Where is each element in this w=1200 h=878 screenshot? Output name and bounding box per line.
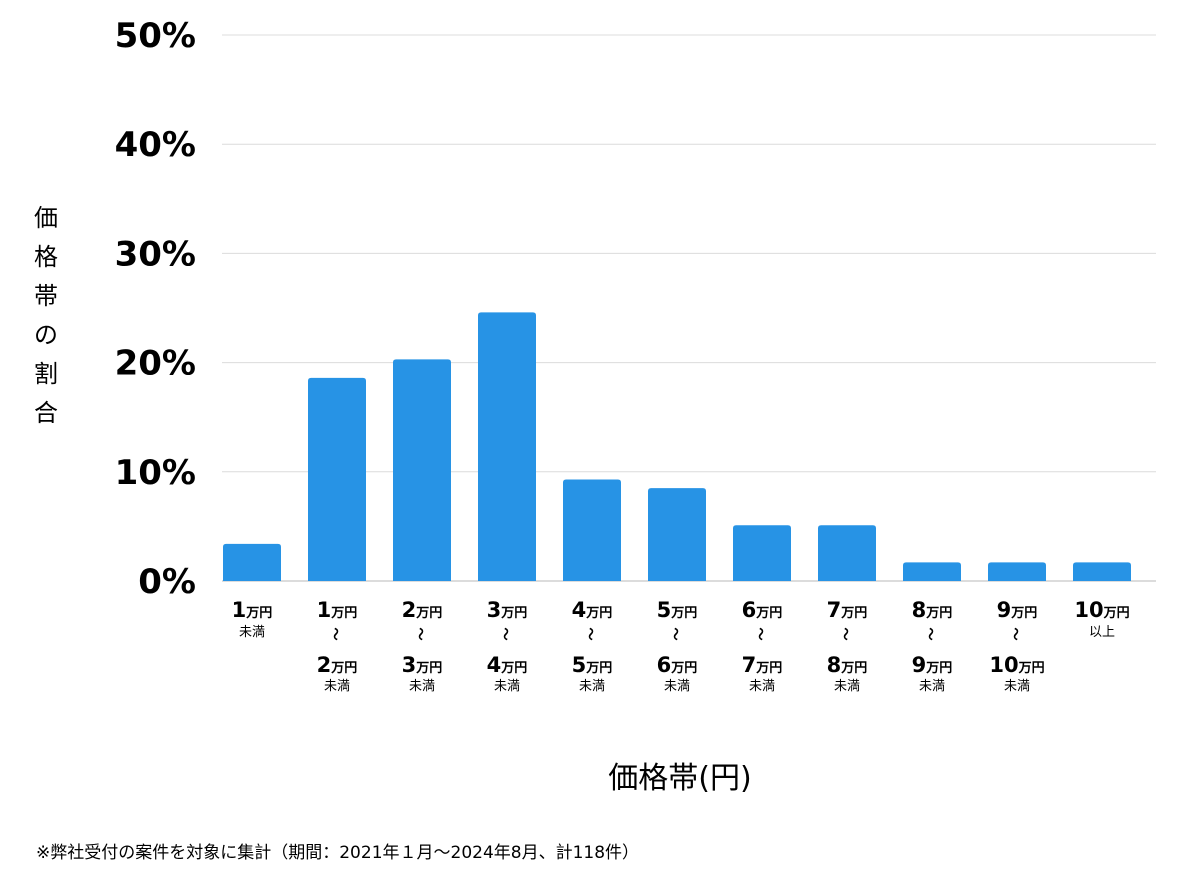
category-from: 4万円 (572, 598, 613, 622)
category-from: 2万円 (402, 598, 443, 622)
category-suffix: 未満 (409, 679, 435, 694)
category-to: 7万円 (742, 653, 783, 677)
bar (903, 562, 961, 581)
range-mark: 〜 (412, 627, 427, 640)
y-axis-label-char: の (34, 321, 58, 349)
category-from: 9万円 (997, 598, 1038, 622)
category-from: 10万円 (1074, 598, 1129, 622)
bar (733, 525, 791, 581)
y-tick-label: 10% (115, 453, 196, 493)
category-from: 8万円 (912, 598, 953, 622)
footnote: ※弊社受付の案件を対象に集計（期間：2021年１月〜2024年8月、計118件） (36, 843, 640, 863)
bar (223, 543, 281, 581)
category-to: 8万円 (827, 653, 868, 677)
category-to: 2万円 (317, 653, 358, 677)
range-mark: 〜 (667, 627, 682, 640)
y-tick-label: 0% (138, 562, 196, 602)
category-suffix: 未満 (239, 625, 265, 640)
y-tick-label: 40% (115, 125, 196, 165)
category-suffix: 未満 (494, 679, 520, 694)
bars (223, 312, 1131, 581)
bar (563, 479, 621, 581)
y-tick-label: 20% (115, 344, 196, 384)
category-from: 5万円 (657, 598, 698, 622)
bar (648, 488, 706, 581)
category-from: 1万円 (232, 598, 273, 622)
category-suffix: 以上 (1089, 625, 1115, 640)
y-axis-ticks: 0% 10% 20% 30% 40% 50% (115, 16, 196, 602)
range-mark: 〜 (1007, 627, 1022, 640)
y-tick-label: 50% (115, 16, 196, 56)
range-mark: 〜 (582, 627, 597, 640)
category-from: 7万円 (827, 598, 868, 622)
category-to: 9万円 (912, 653, 953, 677)
category-suffix: 未満 (579, 679, 605, 694)
category-to: 6万円 (657, 653, 698, 677)
bar (988, 562, 1046, 581)
category-to: 3万円 (402, 653, 443, 677)
category-suffix: 未満 (919, 679, 945, 694)
bar (1073, 562, 1131, 581)
bar (478, 312, 536, 581)
y-axis-label-char: 合 (34, 399, 58, 427)
category-suffix: 未満 (1004, 679, 1030, 694)
category-to: 10万円 (989, 653, 1044, 677)
range-mark: 〜 (497, 627, 512, 640)
bar (393, 359, 451, 581)
bar (308, 377, 366, 581)
category-suffix: 未満 (664, 679, 690, 694)
x-axis-category-labels: 1万円未満1万円〜2万円未満2万円〜3万円未満3万円〜4万円未満4万円〜5万円未… (232, 598, 1130, 694)
category-suffix: 未満 (324, 679, 350, 694)
y-axis-label-char: 割 (34, 360, 58, 388)
range-mark: 〜 (327, 627, 342, 640)
y-axis-label-char: 格 (34, 243, 58, 271)
category-suffix: 未満 (749, 679, 775, 694)
category-from: 3万円 (487, 598, 528, 622)
category-suffix: 未満 (834, 679, 860, 694)
category-from: 1万円 (317, 598, 358, 622)
range-mark: 〜 (837, 627, 852, 640)
category-to: 4万円 (487, 653, 528, 677)
range-mark: 〜 (752, 627, 767, 640)
category-from: 6万円 (742, 598, 783, 622)
x-axis-label: 価格帯(円) (608, 761, 751, 796)
category-to: 5万円 (572, 653, 613, 677)
bar (818, 525, 876, 581)
y-tick-label: 30% (115, 234, 196, 274)
y-axis-label-char: 帯 (34, 282, 58, 310)
y-axis-label-char: 価 (34, 204, 58, 232)
range-mark: 〜 (922, 627, 937, 640)
